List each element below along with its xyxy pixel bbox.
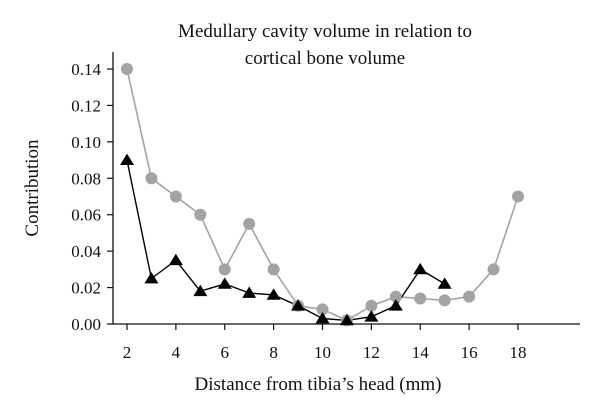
series-2-point bbox=[364, 310, 379, 322]
series-markers bbox=[120, 63, 524, 327]
x-tick-label: 2 bbox=[123, 343, 132, 362]
series-2-point bbox=[217, 277, 232, 289]
series-1-point bbox=[145, 172, 158, 185]
series-1-point bbox=[414, 292, 427, 305]
series-1-point bbox=[512, 190, 524, 203]
series-2-point bbox=[437, 277, 452, 289]
series-2-point bbox=[193, 284, 208, 297]
series-1-point bbox=[365, 299, 378, 312]
series-2-point bbox=[144, 271, 159, 284]
x-tick-label: 8 bbox=[269, 343, 278, 362]
chart-title-line-1: Medullary cavity volume in relation to bbox=[178, 21, 472, 42]
series-1-point bbox=[169, 190, 182, 203]
x-tick-label: 10 bbox=[314, 343, 331, 362]
chart-title-line-2: cortical bone volume bbox=[245, 48, 405, 69]
series-1-point bbox=[438, 294, 451, 307]
series-2-point bbox=[388, 299, 403, 311]
plot-area: 0.00 0.02 0.04 0.06 0.08 0.10 0.12 0.14 2 4 6 8 10 12… bbox=[71, 52, 580, 362]
x-tick-label: 18 bbox=[510, 343, 527, 362]
series-2-point bbox=[339, 313, 354, 326]
y-tick-label: 0.10 bbox=[71, 133, 101, 152]
series-1-point bbox=[267, 263, 280, 276]
series-1-point bbox=[194, 208, 207, 221]
series-1-point bbox=[218, 263, 231, 276]
y-tick-label: 0.12 bbox=[71, 96, 101, 115]
x-tick-label: 14 bbox=[412, 343, 430, 362]
series-2-point bbox=[120, 153, 134, 165]
y-axis-label: Contribution bbox=[22, 139, 43, 237]
series-1-point bbox=[487, 263, 500, 276]
x-tick-label: 16 bbox=[461, 343, 478, 362]
x-tick-label: 4 bbox=[172, 343, 181, 362]
y-tick-label: 0.06 bbox=[71, 206, 101, 225]
y-tick-label: 0.02 bbox=[71, 279, 101, 298]
series-1-line bbox=[126, 68, 519, 322]
y-tick-label: 0.04 bbox=[71, 242, 101, 261]
axis-ticks: 0.00 0.02 0.04 0.06 0.08 0.10 0.12 0.14 2 4 6 8 10 12… bbox=[71, 60, 526, 362]
x-tick-label: 12 bbox=[363, 343, 380, 362]
series-2-point bbox=[413, 262, 428, 275]
series-1-point bbox=[389, 290, 402, 303]
y-tick-label: 0.14 bbox=[71, 60, 101, 79]
series-1-point bbox=[243, 217, 256, 230]
x-tick-label: 6 bbox=[221, 343, 230, 362]
y-tick-label: 0.08 bbox=[71, 169, 101, 188]
y-tick-label: 0.00 bbox=[71, 315, 101, 334]
series-2-point bbox=[168, 253, 183, 266]
series-2-point bbox=[291, 299, 306, 311]
series-lines bbox=[126, 68, 519, 322]
series-2-point bbox=[266, 288, 281, 300]
series-2-point bbox=[315, 312, 330, 324]
series-2-point bbox=[242, 286, 257, 298]
x-axis-label: Distance from tibia’s head (mm) bbox=[195, 374, 442, 395]
series-1-point bbox=[316, 303, 329, 316]
series-1-point bbox=[121, 63, 133, 75]
series-1-point bbox=[463, 290, 476, 303]
